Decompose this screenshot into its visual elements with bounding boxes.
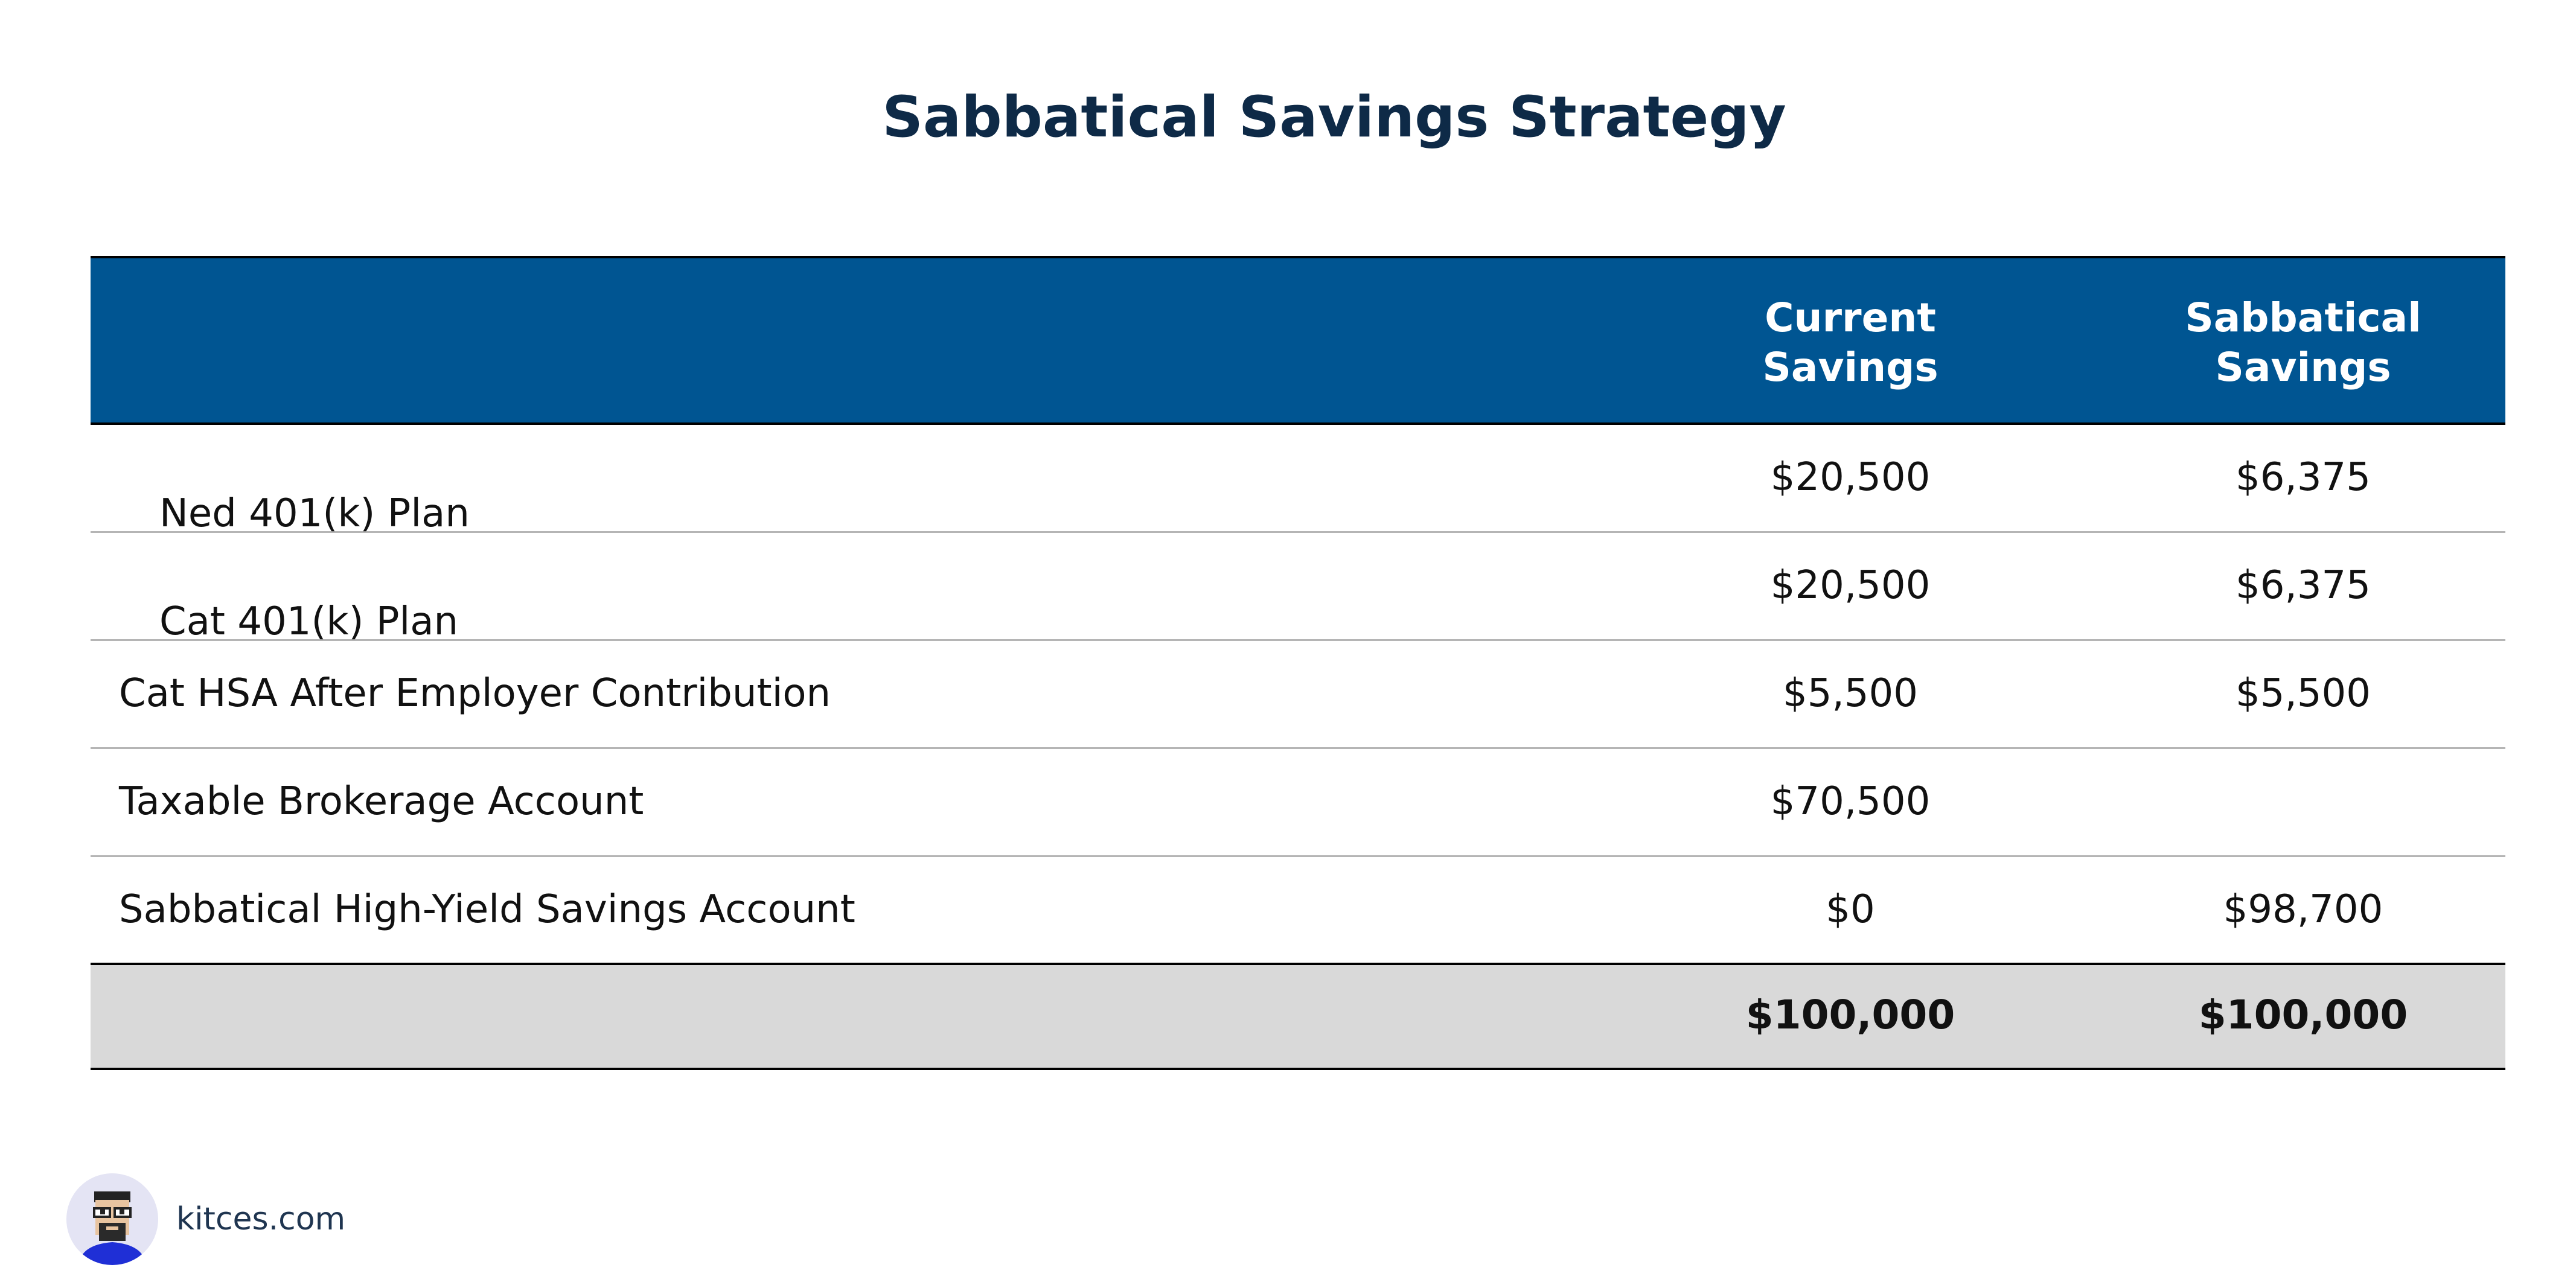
- avatar-icon: [66, 1173, 158, 1265]
- table-header: Current Savings Sabbatical Savings: [91, 256, 2505, 425]
- total-sabbatical-value: $100,000: [2198, 992, 2408, 1038]
- row-label: Sabbatical High-Yield Savings Account: [119, 887, 855, 932]
- page-title: Sabbatical Savings Strategy: [882, 84, 1786, 150]
- row-label: Ned 401(k) Plan: [159, 491, 470, 536]
- row-current-value: $0: [1826, 887, 1875, 932]
- row-current-value: $20,500: [1770, 455, 1931, 500]
- savings-table: Current Savings Sabbatical Savings Ned 4…: [91, 256, 2505, 1070]
- brand-name[interactable]: kitces.com: [176, 1201, 346, 1237]
- footer: kitces.com: [66, 1171, 345, 1267]
- total-row: $100,000 $100,000: [91, 965, 2505, 1070]
- row-sabbatical-value: $98,700: [2223, 887, 2383, 932]
- table-row: Sabbatical High-Yield Savings Account $0…: [91, 857, 2505, 965]
- row-current-value: $70,500: [1770, 779, 1931, 824]
- total-current-value: $100,000: [1745, 992, 1955, 1038]
- row-sabbatical-value: $6,375: [2236, 563, 2371, 608]
- table-row: Cat 401(k) Plan $20,500 $6,375: [91, 533, 2505, 641]
- table-row: Cat HSA After Employer Contribution $5,5…: [91, 641, 2505, 749]
- avatar-face-icon: [66, 1173, 158, 1265]
- header-sabbatical-savings: Sabbatical Savings: [2122, 293, 2484, 392]
- row-sabbatical-value: $5,500: [2236, 671, 2371, 716]
- row-current-value: $20,500: [1770, 563, 1931, 608]
- header-sabbatical-line2: Savings: [2215, 344, 2391, 391]
- header-current-line2: Savings: [1762, 344, 1938, 391]
- row-current-value: $5,500: [1783, 671, 1918, 716]
- row-sabbatical-value: $6,375: [2236, 455, 2371, 500]
- row-label: Cat 401(k) Plan: [159, 599, 458, 644]
- header-current-line1: Current: [1765, 295, 1936, 341]
- table-row: Ned 401(k) Plan $20,500 $6,375: [91, 425, 2505, 533]
- table-row: Taxable Brokerage Account $70,500: [91, 749, 2505, 857]
- row-label: Cat HSA After Employer Contribution: [119, 671, 831, 716]
- header-current-savings: Current Savings: [1669, 293, 2031, 392]
- row-label: Taxable Brokerage Account: [119, 779, 644, 824]
- header-sabbatical-line1: Sabbatical: [2185, 295, 2421, 341]
